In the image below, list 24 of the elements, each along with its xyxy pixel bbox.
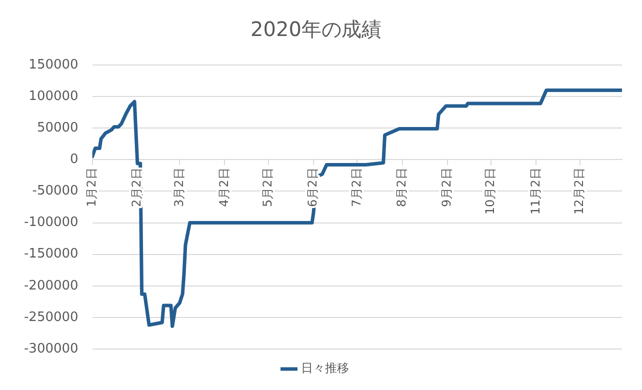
x-tick-label: 6月2日 [306, 168, 320, 207]
x-tick-label: 7月2日 [349, 168, 364, 207]
y-tick-label: -150000 [24, 246, 78, 262]
chart-title: 2020年の成績 [250, 17, 382, 42]
y-tick-label: -50000 [32, 184, 78, 199]
y-tick-label: -250000 [24, 310, 78, 325]
y-tick-label: -200000 [24, 278, 78, 294]
x-tick-label: 4月2日 [216, 168, 231, 207]
legend-label: 日々推移 [301, 361, 349, 376]
y-tick-label: 50000 [36, 120, 78, 136]
x-tick-label: 12月2日 [572, 168, 586, 215]
x-tick-label: 5月2日 [260, 168, 275, 207]
x-tick-label: 2月2日 [130, 168, 144, 207]
x-tick-label: 9月2日 [440, 168, 454, 207]
x-tick-label: 11月2日 [528, 168, 542, 215]
y-tick-label: 0 [70, 152, 78, 168]
y-tick-label: 150000 [28, 57, 78, 72]
y-tick-label: -100000 [24, 215, 78, 230]
x-tick-label: 3月2日 [172, 168, 186, 207]
x-tick-label: 8月2日 [394, 168, 408, 207]
y-tick-label: 100000 [28, 88, 78, 104]
x-tick-label: 10月2日 [483, 168, 498, 215]
x-tick-label: 1月2日 [84, 168, 98, 207]
y-tick-label: -300000 [24, 341, 78, 356]
